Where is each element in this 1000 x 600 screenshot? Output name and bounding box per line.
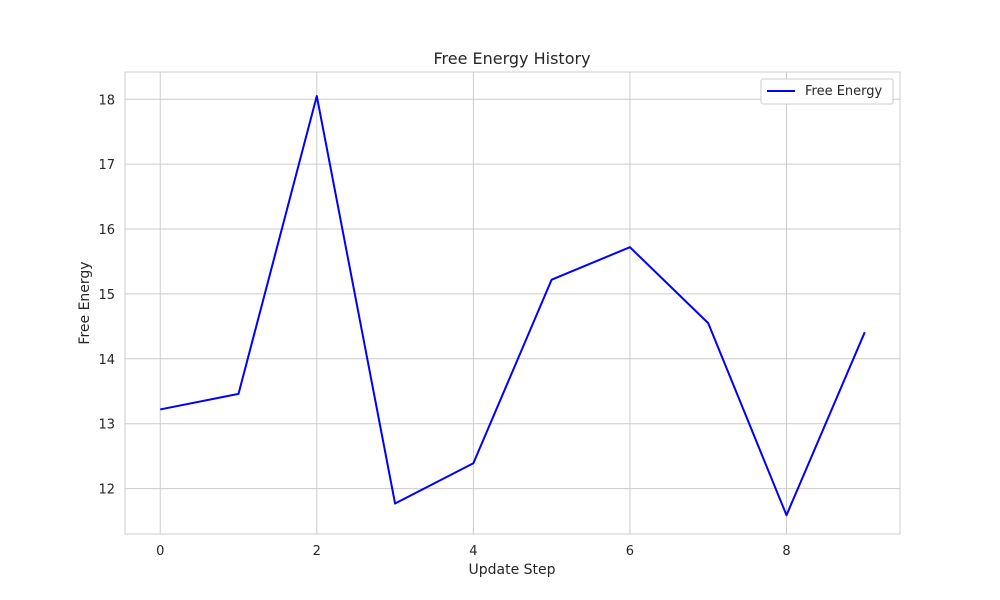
- x-tick-label: 0: [156, 544, 164, 559]
- x-tick-label: 2: [313, 544, 321, 559]
- y-tick-label: 12: [98, 483, 115, 498]
- grid-lines: [125, 72, 900, 534]
- x-axis-label: Update Step: [468, 562, 555, 578]
- y-tick-label: 15: [98, 288, 115, 303]
- series-group: [160, 95, 866, 517]
- y-tick-label: 13: [98, 418, 115, 433]
- series-line: [160, 95, 866, 517]
- y-tick-label: 14: [98, 353, 115, 368]
- x-tick-label: 8: [782, 544, 790, 559]
- legend-box: [760, 78, 894, 105]
- y-tick-label: 16: [98, 223, 115, 238]
- y-axis-label: Free Energy: [77, 261, 93, 344]
- x-tick-labels: 0 2 4 6 8: [156, 544, 791, 559]
- x-tick-label: 4: [469, 544, 477, 559]
- y-tick-label: 17: [98, 158, 115, 173]
- y-tick-label: 18: [98, 93, 115, 108]
- chart-title: Free Energy History: [433, 49, 590, 68]
- x-tick-label: 6: [626, 544, 634, 559]
- y-tick-labels: 12 13 14 15 16 17 18: [98, 93, 115, 497]
- legend: Free Energy: [760, 78, 894, 105]
- plot-area: [124, 71, 901, 535]
- legend-label: Free Energy: [805, 84, 883, 99]
